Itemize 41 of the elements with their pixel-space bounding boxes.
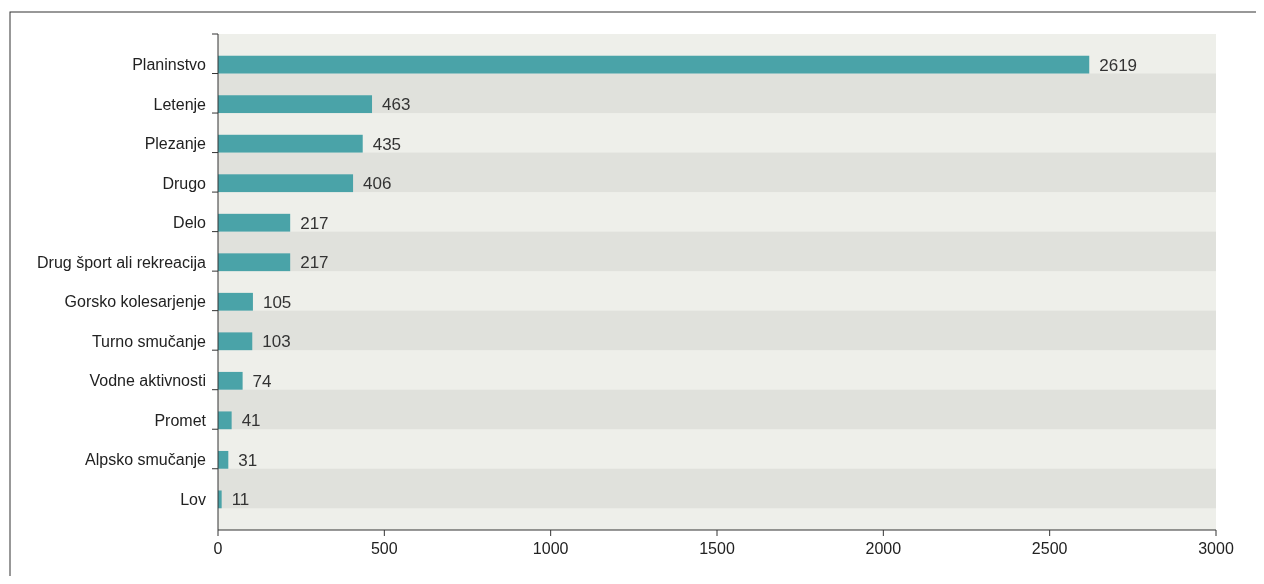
data-label: 11 xyxy=(231,490,250,510)
data-label: 103 xyxy=(262,332,291,352)
bar xyxy=(218,134,363,153)
bar xyxy=(218,95,373,114)
data-label: 406 xyxy=(363,174,392,194)
bar xyxy=(218,55,1090,74)
y-tick-label: Planinstvo xyxy=(132,56,207,74)
bar xyxy=(218,253,291,272)
y-tick-label: Drug šport ali rekreacija xyxy=(37,253,207,271)
bar xyxy=(218,174,354,193)
data-label: 435 xyxy=(372,134,402,154)
x-tick-label: 3000 xyxy=(1198,540,1234,557)
data-label: 74 xyxy=(252,371,272,391)
bar xyxy=(218,213,291,232)
y-tick-label: Lov xyxy=(180,490,206,508)
y-tick-label: Promet xyxy=(154,411,207,429)
data-label: 105 xyxy=(262,292,292,312)
y-tick-label: Drugo xyxy=(162,174,207,192)
data-label: 31 xyxy=(238,450,258,470)
x-tick-label: 1000 xyxy=(532,540,569,557)
y-tick-label: Turno smučanje xyxy=(91,332,207,350)
y-tick-label: Vodne aktivnosti xyxy=(89,372,206,390)
bar xyxy=(218,332,253,351)
y-tick-label: Alpsko smučanje xyxy=(85,451,207,469)
y-tick-label: Delo xyxy=(173,214,207,232)
x-tick-label: 0 xyxy=(213,540,223,557)
x-tick-label: 2500 xyxy=(1031,540,1068,557)
data-label: 217 xyxy=(300,213,329,233)
data-label: 463 xyxy=(382,95,411,115)
bar xyxy=(218,371,243,390)
x-tick-label: 1500 xyxy=(699,540,735,557)
y-tick-label: Plezanje xyxy=(144,135,207,153)
data-label: 217 xyxy=(300,253,329,273)
x-tick-label: 2000 xyxy=(865,540,902,557)
bar xyxy=(218,292,253,311)
y-tick-label: Gorsko kolesarjenje xyxy=(64,293,207,311)
data-label: 2619 xyxy=(1099,55,1138,75)
data-label: 41 xyxy=(241,411,261,431)
bar xyxy=(218,411,232,430)
x-tick-label: 500 xyxy=(370,540,398,557)
y-tick-label: Letenje xyxy=(153,95,207,113)
